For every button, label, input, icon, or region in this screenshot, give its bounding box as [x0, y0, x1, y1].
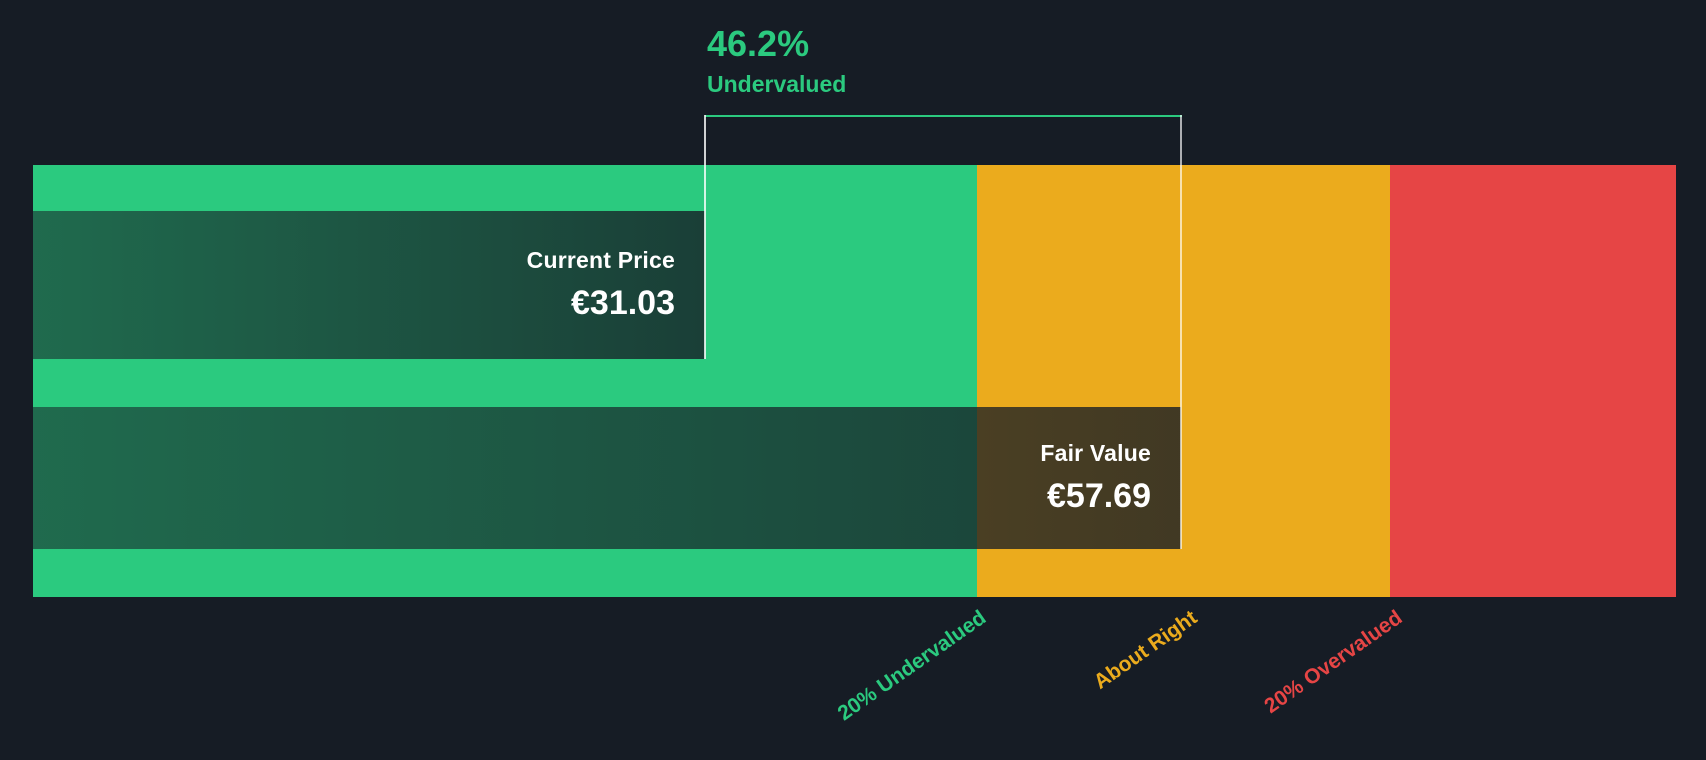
current-price-bar: Current Price €31.03 — [33, 211, 705, 359]
axis-label-20-undervalued: 20% Undervalued — [833, 606, 991, 726]
zone-overvalued — [1390, 165, 1676, 597]
discount-annotation: 46.2% Undervalued — [707, 24, 846, 98]
current-price-marker-line — [704, 115, 706, 359]
fair-value-bar: Fair Value €57.69 — [33, 407, 1181, 549]
bracket-line — [705, 115, 1182, 117]
fair-value-label: Fair Value — [1040, 440, 1151, 466]
current-price-label: Current Price — [526, 247, 675, 273]
current-price-value: €31.03 — [571, 284, 675, 322]
fair-value-value: €57.69 — [1047, 477, 1151, 515]
axis-label-about-right: About Right — [1089, 606, 1202, 694]
discount-status-label: Undervalued — [707, 70, 847, 97]
discount-percent: 46.2% — [707, 23, 810, 64]
axis-label-20-overvalued: 20% Overvalued — [1260, 606, 1407, 718]
fair-value-marker-line — [1180, 115, 1182, 549]
